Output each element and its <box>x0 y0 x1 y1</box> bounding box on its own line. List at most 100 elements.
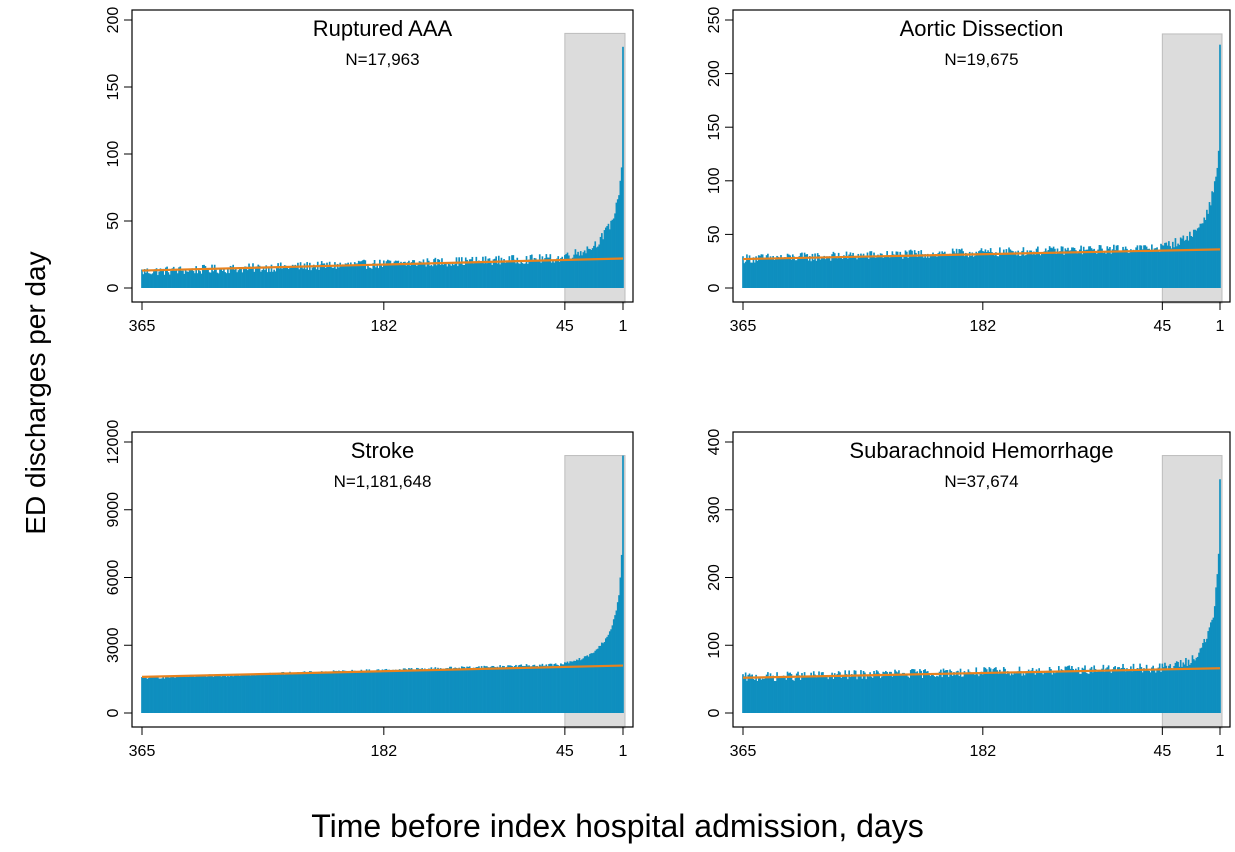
bar <box>1075 668 1077 713</box>
bar <box>496 666 499 713</box>
bar <box>957 253 959 288</box>
bar <box>186 676 188 713</box>
bar <box>1151 667 1153 713</box>
bar <box>1084 250 1086 288</box>
bar <box>571 257 574 288</box>
bar <box>311 267 314 288</box>
bar <box>1050 247 1052 288</box>
x-tick-label: 365 <box>129 743 156 760</box>
bar <box>312 673 315 713</box>
bar <box>978 676 980 713</box>
bar <box>938 251 941 288</box>
bar <box>828 256 831 288</box>
bar <box>363 671 365 713</box>
bar <box>1078 673 1081 713</box>
bar <box>807 260 810 288</box>
bar <box>509 665 512 713</box>
bar <box>583 656 586 713</box>
bar <box>404 668 406 713</box>
bar <box>1002 667 1005 713</box>
bar <box>232 676 235 713</box>
bar <box>1198 652 1200 713</box>
bar <box>996 670 999 713</box>
bar <box>1149 250 1152 288</box>
bar <box>929 676 932 713</box>
bar <box>207 269 209 288</box>
bar <box>393 670 396 713</box>
bar <box>505 666 508 713</box>
bar <box>763 679 765 713</box>
bar <box>1012 251 1014 288</box>
bar <box>1052 246 1055 288</box>
bar <box>756 260 759 288</box>
bar <box>890 256 892 288</box>
bar <box>1166 669 1169 713</box>
bar <box>141 269 143 288</box>
bar <box>308 671 311 713</box>
bar <box>1204 642 1207 713</box>
bar <box>422 259 425 288</box>
bar <box>447 262 450 288</box>
bar <box>946 670 949 713</box>
trend-line <box>141 664 624 678</box>
bar <box>1124 671 1127 713</box>
bar <box>875 670 878 713</box>
bar <box>211 675 213 713</box>
bar <box>356 671 359 713</box>
bar <box>396 670 398 713</box>
bar <box>245 675 248 713</box>
bar <box>1165 242 1168 288</box>
bar <box>1181 666 1183 713</box>
bar <box>338 267 340 288</box>
bar <box>517 263 520 288</box>
bar <box>497 255 500 288</box>
bar <box>1174 238 1177 288</box>
bar <box>748 673 751 713</box>
bar <box>297 672 299 713</box>
bar <box>1174 662 1177 713</box>
bar <box>1186 236 1189 288</box>
bar <box>213 674 216 713</box>
bar <box>348 672 351 713</box>
bar <box>795 673 798 713</box>
bar <box>598 244 601 288</box>
bar <box>479 261 482 288</box>
bar <box>794 260 797 288</box>
bar <box>478 666 480 713</box>
bar <box>975 667 978 713</box>
bar <box>278 268 281 288</box>
bar <box>495 256 497 288</box>
bar <box>891 251 894 288</box>
bar <box>1035 248 1038 288</box>
bar <box>768 677 771 713</box>
bar <box>974 255 976 288</box>
bar <box>1216 574 1219 713</box>
bar <box>389 260 392 288</box>
bar <box>1055 253 1058 288</box>
bar <box>275 674 278 713</box>
bar <box>245 266 248 288</box>
bar <box>343 670 346 713</box>
bar <box>197 675 200 713</box>
bar <box>755 674 757 713</box>
bar <box>1215 176 1217 288</box>
bar <box>815 260 818 288</box>
bar <box>942 252 945 288</box>
bar <box>874 673 877 713</box>
bar <box>190 269 192 288</box>
x-tick-label: 1 <box>619 743 628 760</box>
x-tick-label: 1 <box>619 318 628 335</box>
bar <box>301 266 303 288</box>
bar <box>507 262 509 288</box>
bar <box>241 272 244 288</box>
bar <box>271 271 274 288</box>
bar <box>273 674 275 713</box>
bar <box>371 671 373 713</box>
bar <box>503 666 505 713</box>
bar <box>1131 671 1134 713</box>
bar <box>616 602 619 713</box>
bar <box>513 259 516 288</box>
bar <box>923 670 925 713</box>
bar <box>450 666 453 713</box>
bar <box>306 672 309 713</box>
